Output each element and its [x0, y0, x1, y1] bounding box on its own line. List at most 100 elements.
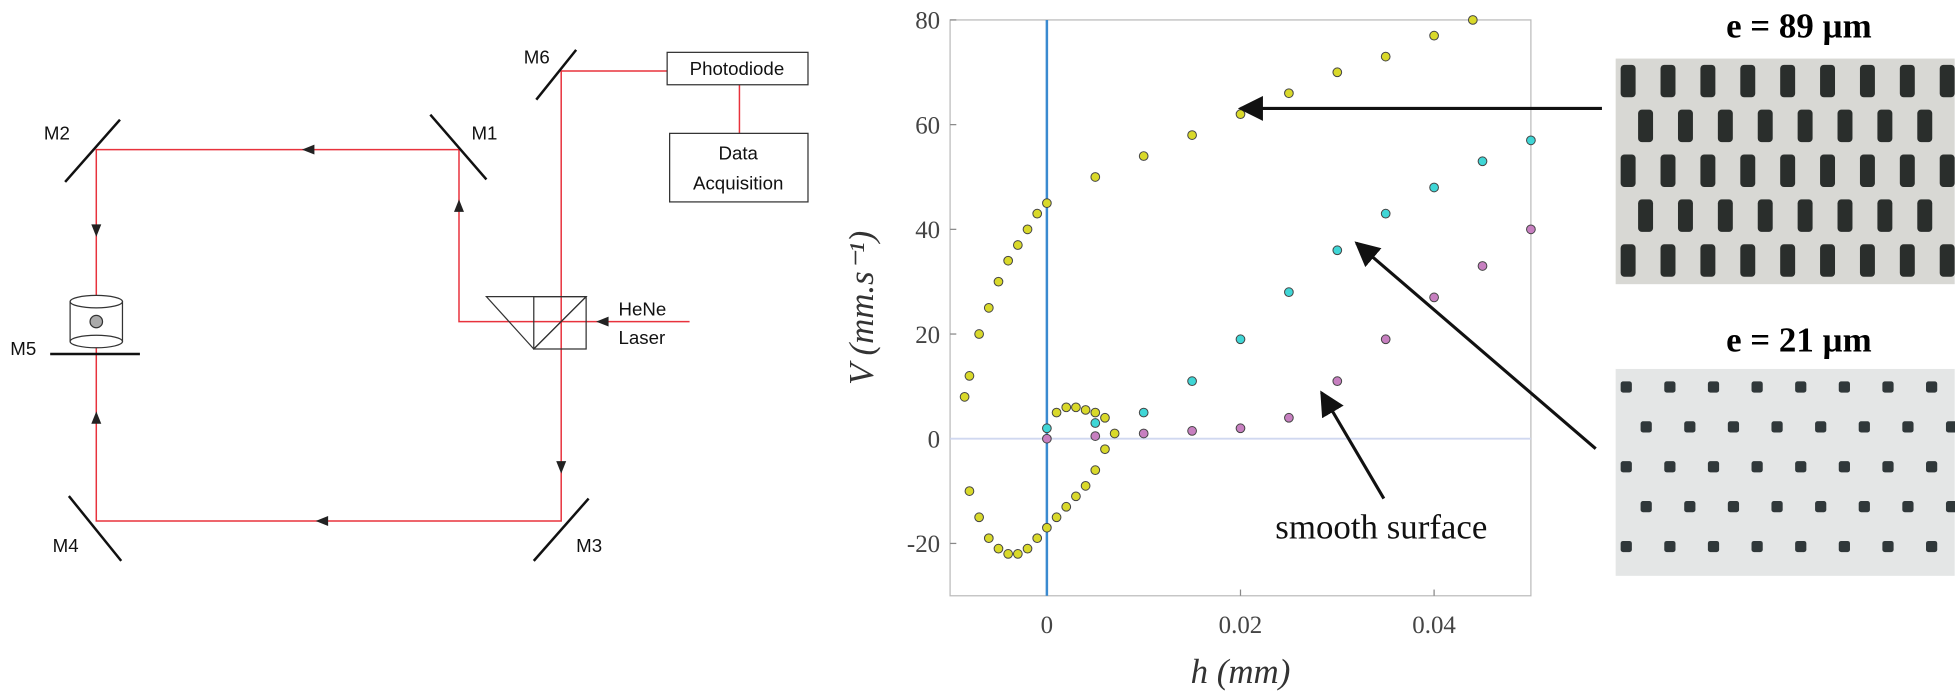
point	[1284, 412, 1294, 423]
pillar	[1664, 461, 1676, 473]
point	[1090, 418, 1101, 428]
y-axis-label: V (mm.s⁻¹)	[842, 231, 881, 385]
point	[1090, 431, 1101, 441]
pillar	[1727, 501, 1740, 513]
setup-diagram: Photodiode Data Acquisition HeNe Laser M…	[10, 47, 809, 562]
pillar	[1638, 199, 1654, 232]
point	[1138, 151, 1149, 161]
point	[1380, 51, 1391, 62]
pillar	[1917, 199, 1933, 232]
pillar	[1859, 64, 1875, 98]
point	[1429, 182, 1439, 193]
photo-label: e = 21 µm	[1726, 320, 1872, 359]
pillar	[1926, 381, 1938, 393]
pillar	[1684, 421, 1696, 433]
pillar	[1795, 540, 1807, 553]
point	[1477, 261, 1488, 271]
pillar	[1740, 154, 1756, 187]
point	[1235, 109, 1246, 120]
pillar	[1877, 109, 1893, 143]
point	[983, 533, 994, 544]
point	[1051, 512, 1062, 523]
pillar	[1945, 501, 1955, 513]
y-tick-label: -20	[907, 531, 940, 558]
daq-box	[669, 132, 809, 203]
beam	[458, 149, 690, 323]
pillar	[1660, 154, 1676, 187]
point	[1284, 287, 1294, 298]
point	[1138, 428, 1149, 439]
pillar	[1700, 64, 1716, 98]
point	[974, 512, 984, 523]
pillar	[1902, 421, 1914, 433]
pillar	[1640, 501, 1652, 513]
mirror	[535, 49, 578, 101]
mirror	[67, 495, 123, 562]
pillar	[1838, 381, 1850, 393]
pillar	[1815, 501, 1827, 513]
point	[1003, 255, 1014, 266]
point	[1042, 198, 1052, 209]
point	[964, 371, 975, 381]
pillar	[1638, 109, 1654, 143]
pillar	[1917, 109, 1933, 143]
pillar	[1902, 501, 1914, 513]
pillar	[1684, 501, 1696, 513]
label: Laser	[619, 327, 666, 348]
pillar	[1664, 540, 1676, 553]
pillar	[1740, 244, 1756, 277]
pillar	[1815, 421, 1827, 433]
photo-label: e = 89 µm	[1726, 6, 1872, 45]
arrow	[1354, 241, 1597, 450]
point	[1090, 407, 1101, 418]
pillar	[1660, 64, 1676, 98]
photos: e = 89 µm e = 21 µm	[1615, 6, 1955, 576]
pillar	[1820, 64, 1836, 98]
y-tick-label: 60	[915, 112, 940, 139]
pillar	[1882, 540, 1894, 553]
x-tick-label: 0.02	[1219, 612, 1263, 639]
mirror	[64, 118, 121, 183]
point	[959, 391, 970, 402]
pillar	[1837, 109, 1853, 143]
point	[993, 276, 1004, 287]
y-tick-label: 20	[915, 322, 940, 349]
pillar	[1620, 381, 1632, 393]
pillar	[1757, 199, 1773, 232]
pillar	[1717, 199, 1733, 232]
y-tick-label: 40	[915, 217, 940, 244]
pillar	[1664, 381, 1676, 393]
point	[1090, 172, 1101, 182]
label: M2	[44, 123, 70, 144]
label: M6	[524, 47, 550, 68]
point	[1526, 135, 1536, 146]
pillar	[1751, 381, 1763, 393]
point	[1235, 423, 1246, 434]
point	[1380, 208, 1391, 219]
label: M5	[10, 338, 36, 359]
point	[1187, 130, 1197, 140]
point	[1032, 533, 1043, 544]
point	[1332, 376, 1343, 387]
pillar	[1838, 540, 1850, 553]
point	[1187, 426, 1197, 436]
point	[1526, 224, 1536, 235]
point	[1100, 444, 1110, 455]
pillar	[1899, 244, 1915, 277]
chart: -20 0 20 40 60 80 0 0.02 0.04 h (mm) V (mm.s⁻¹) smo…	[842, 8, 1536, 691]
point	[1138, 407, 1149, 418]
point	[1071, 491, 1081, 502]
point	[974, 329, 984, 339]
y-tick-label: 80	[915, 8, 940, 35]
point	[1100, 412, 1110, 423]
pillar	[1751, 540, 1763, 553]
pillar	[1899, 154, 1915, 187]
arrowheads	[91, 144, 609, 526]
pillar	[1859, 244, 1875, 277]
label: Acquisition	[693, 172, 783, 193]
pillar	[1620, 461, 1632, 473]
pillar	[1939, 64, 1955, 98]
pillar	[1700, 154, 1716, 187]
pillar	[1945, 421, 1955, 433]
mirror	[429, 113, 488, 181]
